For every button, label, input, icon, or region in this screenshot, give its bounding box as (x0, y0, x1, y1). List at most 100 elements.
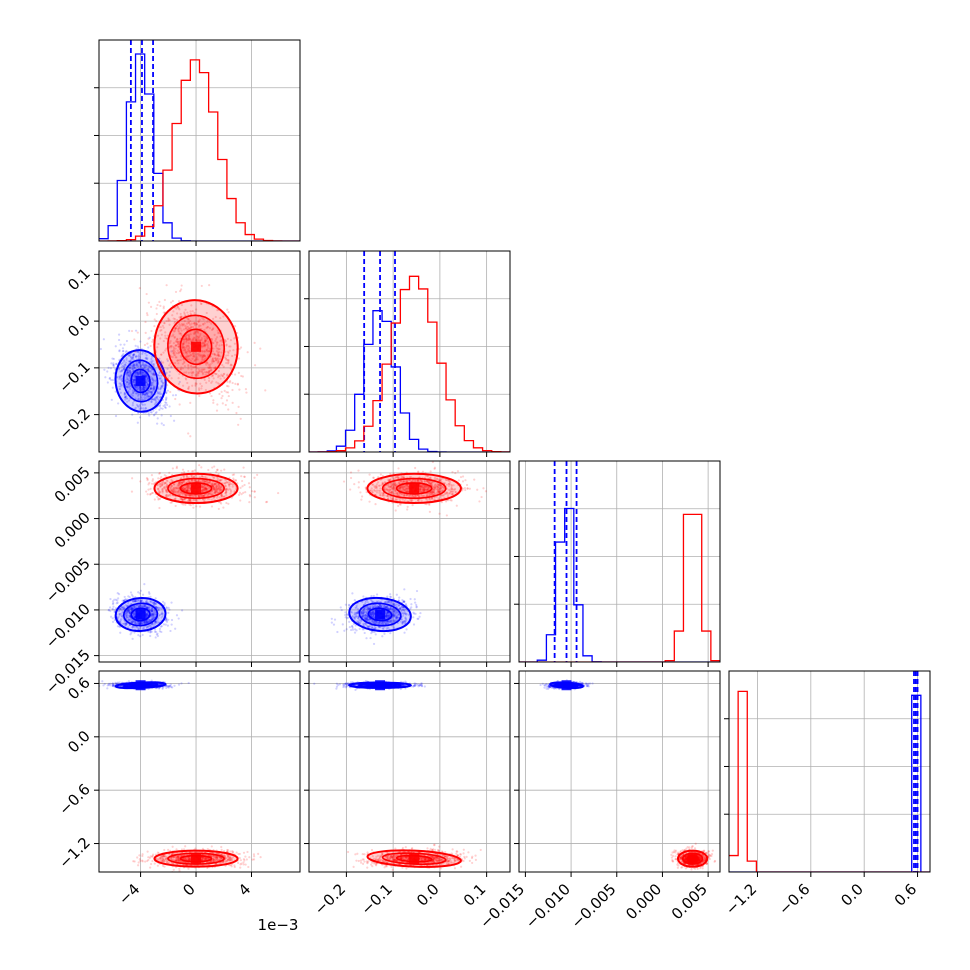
scatter-point (357, 481, 360, 484)
scatter-point (128, 610, 131, 614)
scatter-point (181, 362, 184, 365)
scatter-point (187, 333, 191, 336)
scatter-point (151, 617, 154, 620)
scatter-point (212, 377, 215, 380)
scatter-point (151, 613, 154, 616)
scatter-point (168, 608, 171, 611)
scatter-point (185, 485, 188, 488)
scatter-point (150, 383, 153, 386)
scatter-point (135, 372, 139, 375)
scatter-point (200, 337, 203, 340)
scatter-point (133, 365, 136, 368)
scatter-point (182, 475, 186, 479)
scatter-point (226, 380, 229, 383)
scatter-point (120, 612, 123, 615)
scatter-point (363, 631, 366, 635)
scatter-point (205, 381, 208, 384)
scatter-point (183, 346, 186, 349)
scatter-point (138, 599, 141, 602)
scatter-point (139, 589, 142, 592)
scatter-point (341, 623, 344, 626)
scatter-point (456, 470, 460, 473)
scatter-point (128, 381, 131, 385)
scatter-point (131, 626, 134, 629)
scatter-point (218, 350, 221, 354)
scatter-point (185, 325, 188, 328)
scatter-point (167, 611, 170, 614)
scatter-point (133, 353, 136, 356)
scatter-point (145, 490, 148, 493)
scatter-point (165, 484, 168, 487)
scatter-point (197, 354, 201, 357)
scatter-point (203, 345, 207, 348)
scatter-point (203, 328, 206, 331)
scatter-point (223, 372, 226, 375)
scatter-point (154, 400, 157, 403)
scatter-point (148, 624, 152, 628)
scatter-point (204, 373, 207, 376)
scatter-point (157, 391, 160, 394)
scatter-point (231, 354, 234, 358)
scatter-point (143, 385, 146, 389)
scatter-point (145, 380, 148, 383)
scatter-point (199, 494, 202, 498)
scatter-point (198, 336, 201, 339)
scatter-point (141, 622, 144, 625)
scatter-point (145, 381, 148, 384)
scatter-point (146, 383, 149, 386)
scatter-point (133, 338, 136, 341)
scatter-point (225, 491, 228, 494)
scatter-point (171, 299, 174, 303)
scatter-point (178, 403, 181, 406)
scatter-point (166, 358, 169, 361)
scatter-point (227, 350, 230, 353)
scatter-point (132, 358, 135, 361)
scatter-point (160, 616, 163, 619)
scatter-point (123, 343, 126, 346)
scatter-point (183, 498, 186, 501)
density-peak (191, 341, 202, 352)
scatter-point (204, 339, 208, 342)
scatter-point (187, 337, 190, 341)
scatter-point (134, 329, 138, 332)
scatter-point (106, 381, 109, 384)
scatter-point (156, 334, 160, 337)
scatter-point (133, 364, 136, 367)
scatter-point (119, 391, 122, 394)
scatter-point (159, 625, 162, 628)
scatter-point (152, 612, 155, 615)
scatter-point (219, 355, 222, 358)
scatter-point (190, 326, 193, 329)
scatter-point (201, 356, 204, 359)
scatter-point (197, 338, 201, 342)
panel-2-1 (304, 460, 511, 667)
scatter-point (221, 374, 224, 378)
scatter-point (139, 635, 142, 638)
scatter-point (195, 322, 198, 325)
scatter-point (149, 387, 153, 390)
scatter-point (216, 357, 220, 360)
scatter-point (118, 620, 121, 623)
scatter-point (194, 478, 197, 482)
scatter-point (196, 339, 199, 342)
scatter-point (207, 354, 210, 357)
scatter-point (175, 466, 178, 470)
scatter-point (188, 490, 191, 493)
scatter-point (151, 622, 155, 625)
scatter-point (150, 357, 153, 361)
scatter-point (216, 351, 220, 354)
scatter-point (206, 336, 209, 340)
scatter-point (181, 481, 184, 485)
scatter-point (345, 613, 349, 616)
scatter-point (182, 338, 185, 341)
scatter-point (154, 603, 157, 606)
scatter-point (160, 422, 163, 425)
scatter-point (177, 307, 180, 310)
scatter-point (211, 482, 214, 486)
scatter-point (150, 474, 154, 477)
scatter-point (119, 385, 122, 388)
scatter-point (227, 483, 231, 486)
scatter-point (125, 358, 128, 361)
scatter-point (165, 319, 168, 323)
scatter-point (151, 623, 154, 626)
